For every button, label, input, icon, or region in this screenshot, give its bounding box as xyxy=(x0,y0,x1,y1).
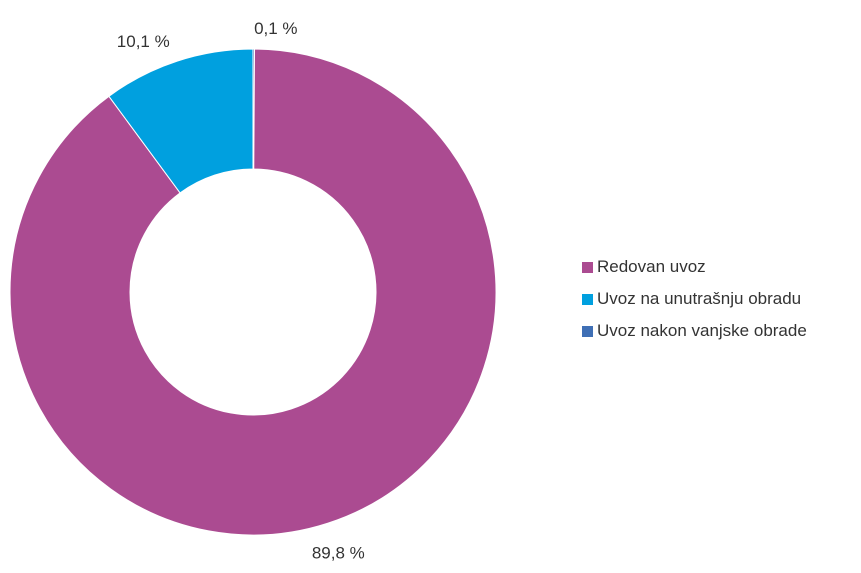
legend: Redovan uvoz Uvoz na unutrašnju obradu U… xyxy=(582,256,807,352)
legend-item-uvoz-nakon-vanjske-obrade: Uvoz nakon vanjske obrade xyxy=(582,320,807,342)
data-label-uvoz-nakon-vanjske-obrade: 0,1 % xyxy=(254,19,297,38)
legend-label-uvoz-na-unutrasnju-obradu: Uvoz na unutrašnju obradu xyxy=(597,289,802,308)
data-label-redovan-uvoz: 89,8 % xyxy=(312,543,365,562)
slice-uvoz-na-unutrasnju-obradu xyxy=(108,48,254,194)
legend-label-redovan-uvoz: Redovan uvoz xyxy=(597,257,706,276)
data-label-uvoz-na-unutrasnju-obradu: 10,1 % xyxy=(117,32,170,51)
legend-swatch-redovan-uvoz xyxy=(582,261,593,273)
slice-redovan-uvoz xyxy=(9,48,497,536)
legend-item-uvoz-na-unutrasnju-obradu: Uvoz na unutrašnju obradu xyxy=(582,288,807,310)
legend-label-uvoz-nakon-vanjske-obrade: Uvoz nakon vanjske obrade xyxy=(597,321,807,340)
legend-item-redovan-uvoz: Redovan uvoz xyxy=(582,256,807,278)
legend-swatch-uvoz-nakon-vanjske-obrade xyxy=(582,325,593,337)
legend-swatch-uvoz-na-unutrasnju-obradu xyxy=(582,293,593,305)
